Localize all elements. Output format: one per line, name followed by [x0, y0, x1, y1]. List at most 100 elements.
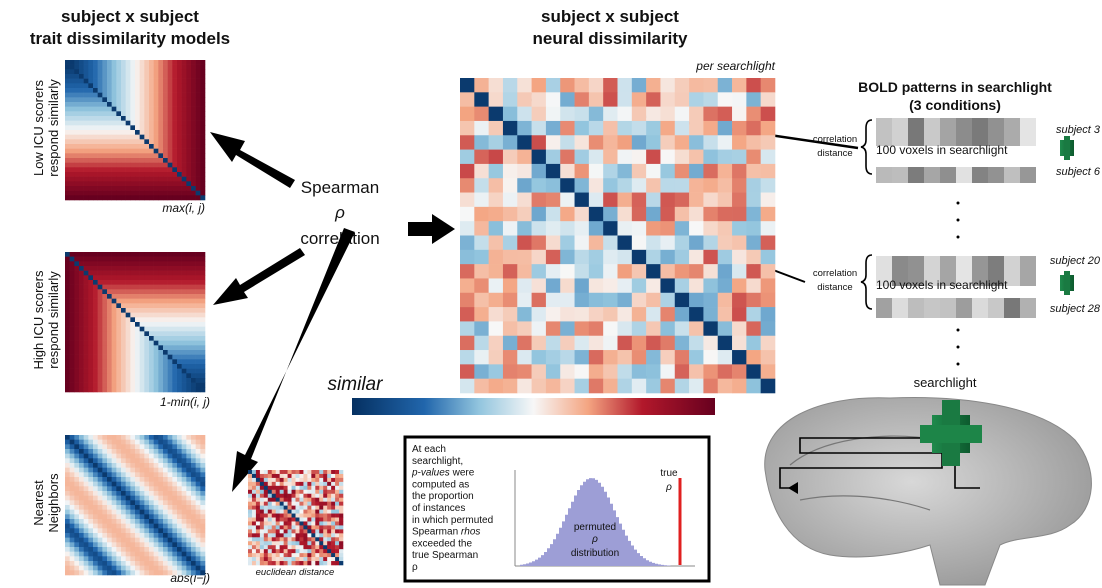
- cell: [200, 477, 205, 482]
- cell: [144, 355, 149, 360]
- cell: [149, 181, 154, 186]
- cell: [158, 125, 163, 130]
- cell: [74, 102, 79, 107]
- cell: [135, 177, 140, 182]
- cell: [311, 498, 315, 502]
- cell: [168, 275, 173, 280]
- cell: [575, 193, 590, 208]
- cell: [339, 557, 343, 561]
- cell: [168, 500, 173, 505]
- cell: [121, 542, 126, 547]
- cell: [158, 195, 163, 200]
- cell: [200, 97, 205, 102]
- title: subject x subject: [541, 7, 679, 26]
- cell: [177, 153, 182, 158]
- cell: [88, 373, 93, 378]
- cell: [163, 261, 168, 266]
- cell: [149, 435, 154, 440]
- cell: [311, 549, 315, 553]
- cell: [98, 294, 103, 299]
- cell: [144, 261, 149, 266]
- cell: [460, 193, 475, 208]
- cell: [196, 359, 201, 364]
- cell: [200, 528, 205, 533]
- cell: [186, 60, 191, 65]
- cell: [135, 167, 140, 172]
- cell: [135, 93, 140, 98]
- cell: [116, 285, 121, 290]
- cell: [200, 65, 205, 70]
- cell: [79, 83, 84, 88]
- cell: [177, 135, 182, 140]
- cell: [74, 482, 79, 487]
- cell: [140, 116, 145, 121]
- cell: [74, 111, 79, 116]
- cell: [163, 83, 168, 88]
- cell: [260, 529, 264, 533]
- cell: [191, 327, 196, 332]
- cell: [112, 542, 117, 547]
- cell: [276, 514, 280, 518]
- cell: [200, 341, 205, 346]
- cell: [140, 257, 145, 262]
- cell: [284, 514, 288, 518]
- cell: [675, 207, 690, 222]
- cell: [489, 135, 504, 150]
- cell: [93, 163, 98, 168]
- cell: [140, 482, 145, 487]
- cell: [93, 505, 98, 510]
- cell: [135, 542, 140, 547]
- cell: [70, 167, 75, 172]
- cell: [272, 537, 276, 541]
- cell: [84, 125, 89, 130]
- cell: [168, 556, 173, 561]
- cell: [703, 178, 718, 193]
- cell: [646, 178, 661, 193]
- cell: [149, 191, 154, 196]
- cell: [292, 525, 296, 529]
- cell: [168, 496, 173, 501]
- cell: [200, 472, 205, 477]
- cell: [503, 336, 518, 351]
- cell: [135, 289, 140, 294]
- cell: [135, 524, 140, 529]
- cell: [112, 135, 117, 140]
- cell: [718, 293, 733, 308]
- cell: [200, 496, 205, 501]
- cell: [88, 552, 93, 557]
- cell: [154, 556, 159, 561]
- cell: [112, 163, 117, 168]
- cell: [79, 458, 84, 463]
- cell: [335, 514, 339, 518]
- cell: [74, 271, 79, 276]
- cell: [135, 500, 140, 505]
- cell: [191, 149, 196, 154]
- cell: [130, 125, 135, 130]
- cell: [331, 470, 335, 474]
- cell: [268, 557, 272, 561]
- cell: [260, 502, 264, 506]
- cell: [154, 252, 159, 257]
- cell: [284, 474, 288, 478]
- cell: [177, 533, 182, 538]
- cell: [177, 308, 182, 313]
- cell: [288, 482, 292, 486]
- cell: [248, 549, 252, 553]
- cell: [74, 65, 79, 70]
- cell: [196, 280, 201, 285]
- cell: [331, 514, 335, 518]
- cell: [732, 193, 747, 208]
- cell: [130, 486, 135, 491]
- cell: [560, 364, 575, 379]
- cell: [517, 193, 532, 208]
- cell: [200, 327, 205, 332]
- cell: [182, 275, 187, 280]
- cell: [144, 299, 149, 304]
- cell: [746, 336, 761, 351]
- cell: [675, 164, 690, 179]
- cell: [172, 378, 177, 383]
- cell: [158, 350, 163, 355]
- cell: [260, 561, 264, 565]
- cell: [102, 556, 107, 561]
- cell: [172, 289, 177, 294]
